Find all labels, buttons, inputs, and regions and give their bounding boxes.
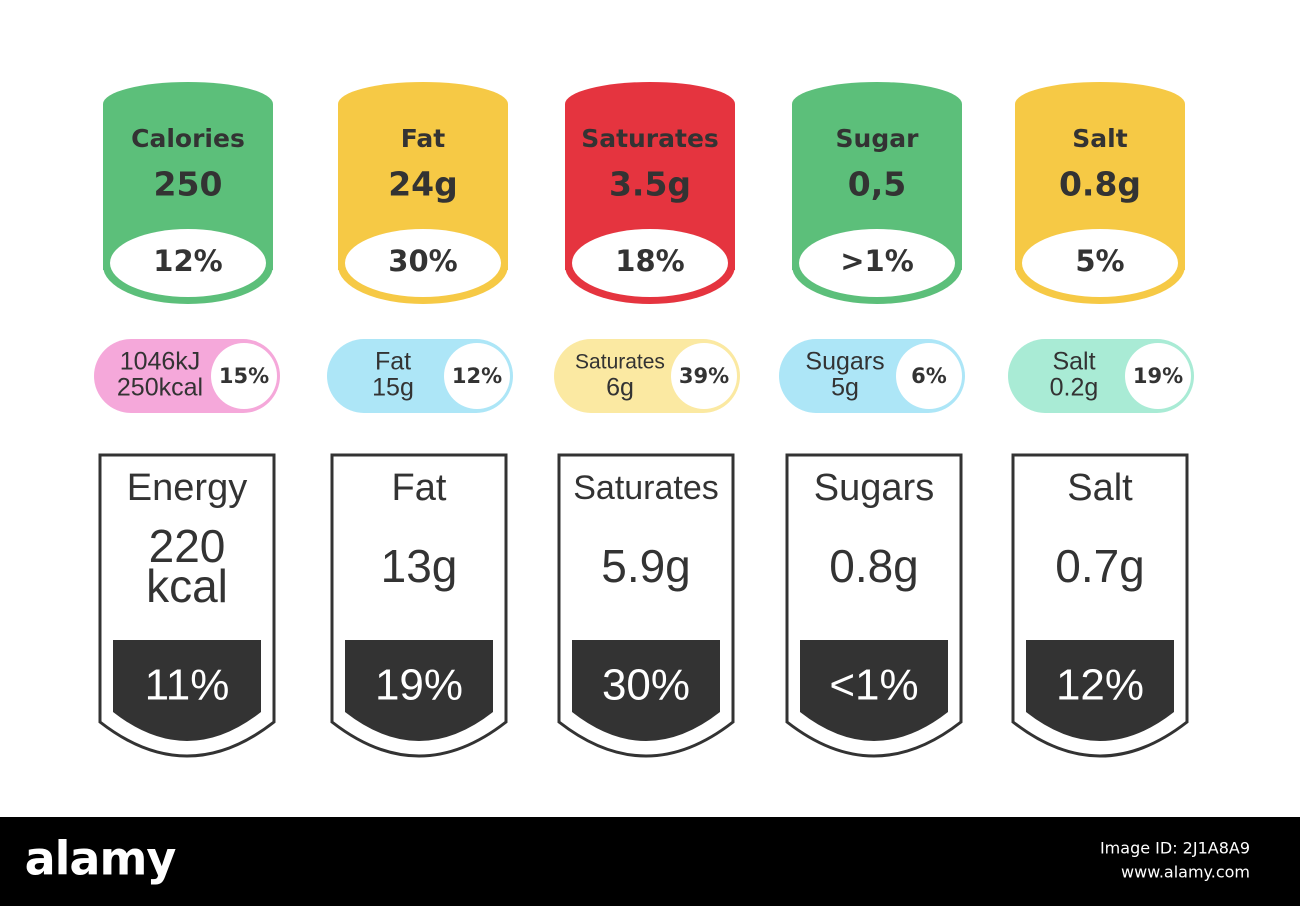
footer-url: www.alamy.com: [1121, 863, 1250, 882]
pill-percent: 12%: [452, 364, 502, 388]
pill-percent-bg: [1125, 343, 1191, 409]
pill-percent: 6%: [911, 364, 947, 388]
cylinder-label: Fat 24g 30%: [338, 82, 508, 304]
pill-percent: 39%: [679, 364, 729, 388]
cylinder-percent-bg: [110, 229, 266, 297]
cylinder-name: Salt: [1072, 124, 1127, 153]
pill-text: 6g: [606, 374, 634, 402]
pill-text: 1046kJ: [120, 348, 201, 376]
cylinder-percent: 18%: [615, 244, 684, 278]
cylinder-label: Salt 0.8g 5%: [1015, 82, 1185, 304]
label-percent-bg: [345, 640, 493, 741]
cylinder-value: 0.8g: [1059, 165, 1141, 204]
cylinder-percent: 30%: [388, 244, 457, 278]
cylinder-value: 0,5: [848, 165, 906, 204]
label-name: Salt: [1067, 467, 1133, 509]
label-percent-bg: [572, 640, 720, 741]
label-percent-bg: [800, 640, 948, 741]
label-percent: 19%: [375, 661, 463, 710]
label-percent: <1%: [829, 661, 918, 710]
pill-text: 5g: [831, 374, 859, 402]
pill-percent-bg: [671, 343, 737, 409]
cylinder-value: 24g: [388, 165, 458, 204]
label-value: 220: [149, 520, 226, 572]
cylinder-name: Fat: [401, 124, 445, 153]
pill-percent-bg: [211, 343, 277, 409]
footer-bar: [0, 817, 1300, 906]
label-value: kcal: [146, 560, 228, 612]
footer-image-id: Image ID: 2J1A8A9: [1100, 839, 1250, 858]
label-value: 5.9g: [601, 540, 691, 592]
label-name: Saturates: [573, 469, 719, 507]
cylinder-value: 3.5g: [609, 165, 691, 204]
cylinder-percent: >1%: [840, 244, 914, 278]
label-percent-bg: [113, 640, 261, 741]
pill-text: 250kcal: [117, 374, 203, 402]
cylinder-label: Sugar 0,5 >1%: [792, 82, 962, 304]
label-percent-bg: [1026, 640, 1174, 741]
pill-text: Sugars: [805, 348, 884, 376]
label-value: 0.8g: [829, 540, 919, 592]
pill-text: 0.2g: [1050, 374, 1099, 402]
outline-label: Salt 0.7g 12%: [1011, 453, 1189, 758]
outline-label: Sugars 0.8g <1%: [785, 453, 963, 758]
pill-text: 15g: [372, 374, 414, 402]
label-name: Fat: [392, 467, 447, 509]
cylinder-name: Saturates: [581, 124, 719, 153]
cylinder-value: 250: [154, 165, 223, 204]
cylinder-percent: 5%: [1075, 244, 1124, 278]
pill-text: Saturates: [575, 351, 665, 374]
cylinder-percent-bg: [799, 229, 955, 297]
cylinder-label: Calories 250 12%: [103, 82, 273, 304]
pill-percent: 19%: [1133, 364, 1183, 388]
cylinder-name: Calories: [131, 124, 245, 153]
outline-label: Saturates 5.9g 30%: [557, 453, 735, 758]
outline-label: Fat 13g 19%: [330, 453, 508, 758]
label-percent: 11%: [145, 661, 230, 710]
label-name: Sugars: [814, 467, 934, 509]
pill-text: Salt: [1052, 348, 1095, 376]
cylinder-percent-bg: [1022, 229, 1178, 297]
footer-logo: alamy: [25, 832, 177, 886]
cylinder-percent-bg: [572, 229, 728, 297]
cylinder-name: Sugar: [836, 124, 920, 153]
label-name: Energy: [127, 467, 247, 509]
label-percent: 30%: [602, 661, 690, 710]
pill-percent-bg: [444, 343, 510, 409]
label-value: 13g: [381, 540, 458, 592]
cylinder-percent-bg: [345, 229, 501, 297]
cylinder-percent: 12%: [153, 244, 222, 278]
pill-percent: 15%: [219, 364, 269, 388]
pill-percent-bg: [896, 343, 962, 409]
label-percent: 12%: [1056, 661, 1144, 710]
cylinder-label: Saturates 3.5g 18%: [565, 82, 735, 304]
label-value: 0.7g: [1055, 540, 1145, 592]
pill-text: Fat: [375, 348, 411, 376]
